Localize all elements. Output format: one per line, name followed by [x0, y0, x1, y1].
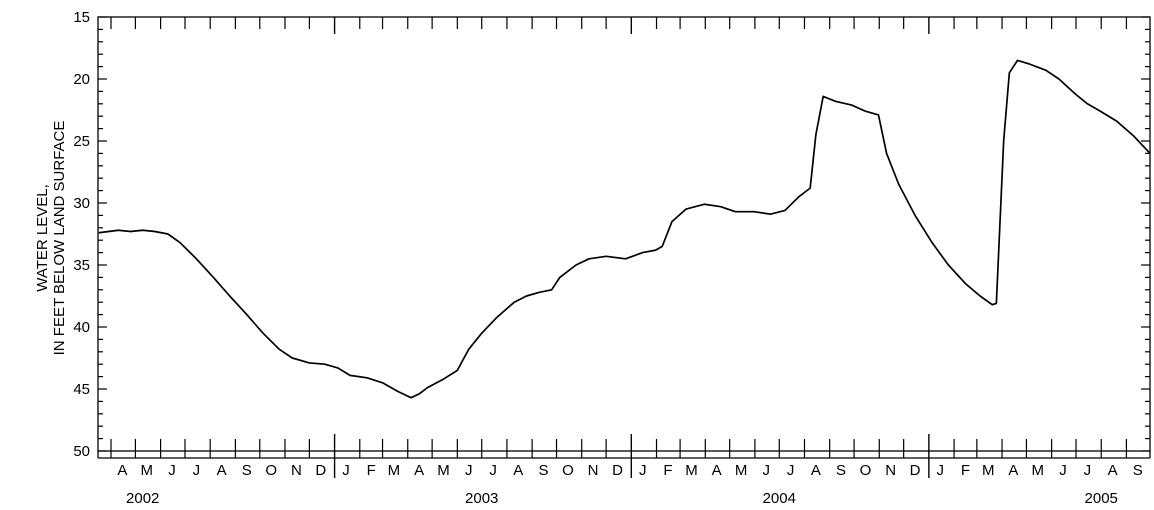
- month-label: J: [489, 462, 497, 479]
- month-label: J: [937, 462, 945, 479]
- month-label: F: [367, 462, 376, 479]
- month-label: J: [1084, 462, 1092, 479]
- y-tick-label: 15: [73, 9, 90, 26]
- month-label: J: [639, 462, 647, 479]
- series: [98, 59, 1150, 399]
- month-label: O: [562, 462, 574, 479]
- month-label: N: [885, 462, 896, 479]
- month-label: D: [315, 462, 326, 479]
- month-label: M: [141, 462, 154, 479]
- month-label: S: [836, 462, 846, 479]
- month-label: N: [588, 462, 599, 479]
- y-tick-label: 50: [73, 443, 90, 460]
- month-label: M: [735, 462, 748, 479]
- water-level-series-line: [98, 59, 1150, 399]
- month-label: D: [910, 462, 921, 479]
- y-axis-title: WATER LEVEL, IN FEET BELOW LAND SURFACE: [34, 121, 68, 356]
- month-label: S: [539, 462, 549, 479]
- y-tick-label: 30: [73, 195, 90, 212]
- year-label: 2005: [1085, 490, 1118, 507]
- month-label: J: [787, 462, 795, 479]
- y-tick-label: 35: [73, 257, 90, 274]
- month-label: J: [1059, 462, 1067, 479]
- month-label: O: [265, 462, 277, 479]
- month-label: O: [860, 462, 872, 479]
- year-label: 2003: [465, 490, 498, 507]
- month-label: S: [1133, 462, 1143, 479]
- month-label: M: [1032, 462, 1045, 479]
- year-label: 2004: [763, 490, 796, 507]
- year-label: 2002: [126, 490, 159, 507]
- month-label: J: [763, 462, 771, 479]
- month-label: A: [1008, 462, 1018, 479]
- y-tick-label: 25: [73, 133, 90, 150]
- y-axis-title-line-1: WATER LEVEL,: [34, 184, 51, 292]
- month-label: A: [513, 462, 523, 479]
- month-label: M: [685, 462, 698, 479]
- month-label: D: [612, 462, 623, 479]
- plot-frame: [97, 16, 1151, 452]
- month-label: A: [811, 462, 821, 479]
- month-label: F: [961, 462, 970, 479]
- month-label: A: [414, 462, 424, 479]
- y-tick-label: 20: [73, 71, 90, 88]
- month-label: J: [193, 462, 201, 479]
- axes: [97, 16, 1151, 459]
- month-label: M: [388, 462, 401, 479]
- month-label: S: [242, 462, 252, 479]
- month-label: A: [117, 462, 127, 479]
- month-label: J: [342, 462, 350, 479]
- month-label: M: [437, 462, 450, 479]
- y-axis-title-line-2: IN FEET BELOW LAND SURFACE: [51, 121, 68, 356]
- month-label: J: [465, 462, 473, 479]
- month-label: F: [663, 462, 672, 479]
- y-tick-label: 45: [73, 381, 90, 398]
- month-label: A: [217, 462, 227, 479]
- month-label: J: [168, 462, 176, 479]
- ticks: [98, 16, 1150, 478]
- month-label: M: [982, 462, 995, 479]
- y-tick-label: 40: [73, 319, 90, 336]
- month-label: A: [712, 462, 722, 479]
- month-label: A: [1108, 462, 1118, 479]
- month-label: N: [291, 462, 302, 479]
